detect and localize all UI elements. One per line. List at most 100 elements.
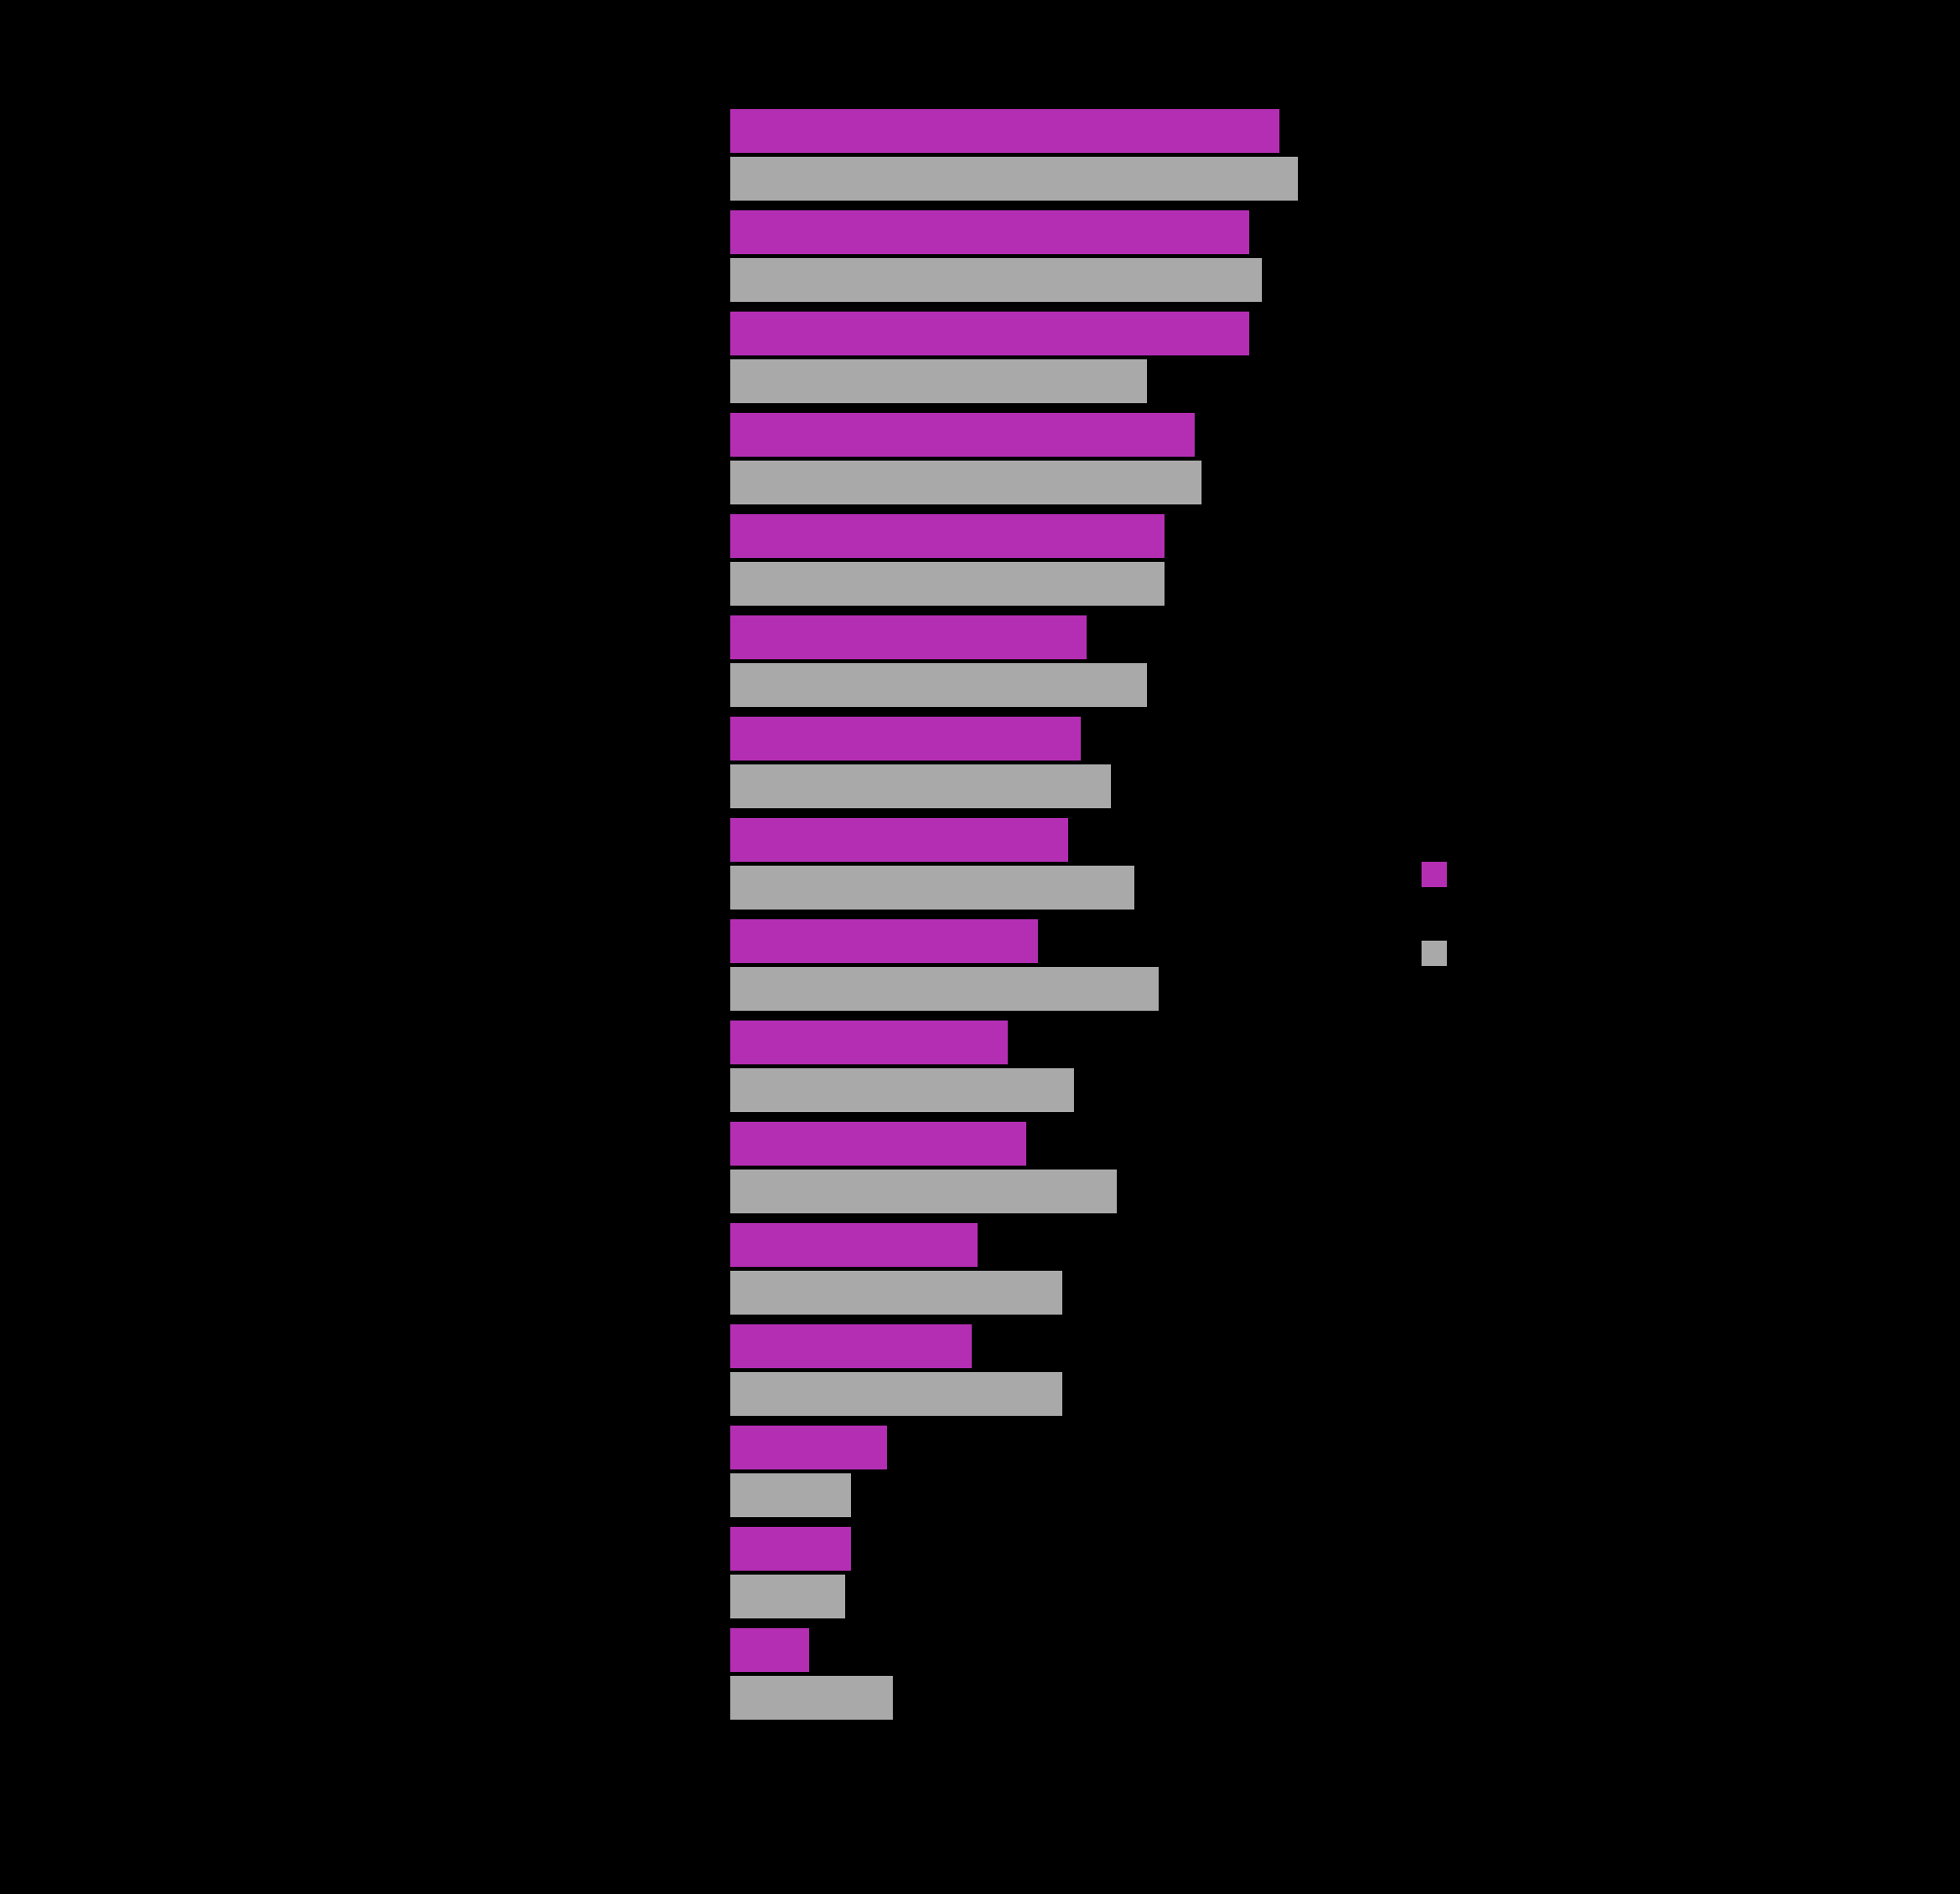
- bar-nondisabled: 27%: [730, 1676, 893, 1720]
- bar-value-label: 20%: [851, 1482, 904, 1507]
- bar-value-label: 46%: [1008, 1029, 1060, 1055]
- bar-disabled: 59%: [730, 615, 1087, 659]
- category-label: Look online for news or information abou…: [476, 1244, 730, 1294]
- bar-value-label: 59%: [1087, 624, 1139, 650]
- bar-value-label: 55%: [1062, 1280, 1115, 1305]
- category-row: Get news77%78%: [730, 411, 1334, 506]
- category-row: Look online for news or information abou…: [730, 1221, 1334, 1317]
- bar-value-label: 64%: [1117, 1178, 1169, 1204]
- bar-disabled: 49%: [730, 1122, 1026, 1166]
- category-row: Use Twitter20%19%: [730, 1525, 1334, 1620]
- bar-nondisabled: 94%: [730, 157, 1298, 201]
- bar-disabled: 86%: [730, 210, 1249, 254]
- bar-value-label: 69%: [1147, 672, 1200, 697]
- x-gridline: [1334, 107, 1335, 1724]
- bar-value-label: 72%: [1165, 571, 1217, 596]
- bar-value-label: 13%: [809, 1637, 862, 1662]
- category-label: Go online just for fun or to pass the ti…: [466, 536, 730, 585]
- bar-nondisabled: 72%: [730, 562, 1165, 606]
- category-row: Look for info on a hobby or interest86%6…: [730, 310, 1334, 405]
- bar-value-label: 86%: [1249, 320, 1302, 346]
- bar-nondisabled: 78%: [730, 461, 1202, 504]
- category-label: Do any banking online: [500, 1155, 730, 1179]
- chart-root: Reasons for Using the Internet, Disabled…: [0, 0, 1960, 1894]
- category-row: Look for "how-to," "do-it- yourself" or …: [730, 917, 1334, 1013]
- bar-value-label: 58%: [1081, 725, 1133, 751]
- bar-disabled: 51%: [730, 919, 1038, 963]
- bar-value-label: 71%: [1159, 976, 1211, 1001]
- bar-disabled: 86%: [730, 312, 1249, 355]
- category-row: Buy a product59%69%: [730, 613, 1334, 709]
- bar-nondisabled: 71%: [730, 967, 1159, 1011]
- bar-nondisabled: 88%: [730, 258, 1262, 302]
- category-label: Get news: [622, 446, 730, 470]
- legend: Living with disability No disability: [1422, 847, 1572, 1005]
- category-label: Look for information on Wikipedia: [494, 1346, 730, 1395]
- chart-subtitle: % of internet users in each group who do…: [0, 58, 1960, 89]
- x-tick-label: 0%: [715, 1733, 746, 1759]
- legend-item: No disability: [1422, 926, 1572, 980]
- bar-disabled: 56%: [730, 818, 1068, 862]
- bar-value-label: 88%: [1262, 267, 1314, 292]
- bar-disabled: 40%: [730, 1324, 972, 1368]
- x-tick-label: 100%: [1307, 1733, 1361, 1759]
- category-label: Participate in an online auction: [496, 1650, 730, 1699]
- source-note: Source: Pew Research Center's Internet &…: [58, 1821, 1902, 1862]
- bar-disabled: 77%: [730, 413, 1195, 457]
- category-row: Watch a video on a video- sharing site l…: [730, 816, 1334, 911]
- category-row: Do any banking online49%64%: [730, 1120, 1334, 1215]
- bar-value-label: 91%: [1279, 118, 1332, 143]
- category-label: Use Twitter: [606, 1560, 730, 1584]
- bar-disabled: 58%: [730, 717, 1081, 761]
- category-row: Look online for info about a job46%57%: [730, 1019, 1334, 1114]
- bar-nondisabled: 55%: [730, 1271, 1062, 1315]
- bar-nondisabled: 55%: [730, 1372, 1062, 1416]
- category-row: Go online just for fun or to pass the ti…: [730, 512, 1334, 608]
- category-row: Participate in an online auction13%27%: [730, 1626, 1334, 1722]
- legend-item: Living with disability: [1422, 847, 1572, 901]
- bar-nondisabled: 63%: [730, 764, 1111, 808]
- bar-nondisabled: 20%: [730, 1473, 851, 1517]
- category-row: Look for information on Wikipedia40%55%: [730, 1322, 1334, 1418]
- bar-value-label: 49%: [1026, 1131, 1079, 1156]
- bar-value-label: 69%: [1147, 368, 1200, 393]
- bar-value-label: 55%: [1062, 1381, 1115, 1406]
- bar-value-label: 57%: [1074, 1077, 1127, 1102]
- bar-value-label: 78%: [1202, 469, 1254, 495]
- x-tick-label: 20%: [830, 1733, 872, 1759]
- bar-value-label: 19%: [845, 1583, 898, 1609]
- bar-nondisabled: 67%: [730, 866, 1134, 910]
- legend-swatch: [1422, 941, 1447, 966]
- x-tick-label: 60%: [1071, 1733, 1114, 1759]
- bar-disabled: 13%: [730, 1628, 809, 1672]
- category-label: Buy a product: [580, 649, 730, 673]
- bar-nondisabled: 57%: [730, 1068, 1074, 1112]
- category-label: Watch a video on a video- sharing site l…: [451, 827, 730, 901]
- bar-disabled: 91%: [730, 109, 1279, 153]
- x-tick-label: 40%: [950, 1733, 993, 1759]
- category-row: Buy or make a reservation for travel26%2…: [730, 1424, 1334, 1519]
- bar-value-label: 51%: [1038, 928, 1091, 953]
- x-tick-label: 80%: [1192, 1733, 1235, 1759]
- category-label: Buy or make a reservation for travel: [431, 1447, 730, 1497]
- category-label: Look for info on a hobby or interest: [458, 333, 730, 383]
- bar-value-label: 86%: [1249, 219, 1302, 244]
- bar-value-label: 56%: [1068, 827, 1121, 852]
- category-label: Look for "how-to," "do-it- yourself" or …: [482, 928, 730, 1002]
- category-row: Use a social networking site like MySpac…: [730, 715, 1334, 810]
- category-row: Use a search engine to find information8…: [730, 208, 1334, 304]
- bar-nondisabled: 19%: [730, 1575, 845, 1618]
- category-label: Use a search engine to find information: [452, 232, 730, 281]
- legend-label: No disability: [1462, 926, 1552, 980]
- bar-disabled: 46%: [730, 1021, 1008, 1064]
- plot-area: 0%20%40%60%80%100%Use email91%94%Use a s…: [730, 107, 1334, 1724]
- category-row: Use email91%94%: [730, 107, 1334, 203]
- bar-value-label: 20%: [851, 1536, 904, 1561]
- category-label: Use a social networking site like MySpac…: [447, 725, 730, 799]
- bar-nondisabled: 69%: [730, 663, 1147, 707]
- bar-nondisabled: 69%: [730, 359, 1147, 403]
- bar-value-label: 94%: [1298, 166, 1350, 191]
- bar-value-label: 27%: [893, 1685, 945, 1710]
- bar-disabled: 72%: [730, 514, 1165, 558]
- bar-disabled: 26%: [730, 1426, 887, 1469]
